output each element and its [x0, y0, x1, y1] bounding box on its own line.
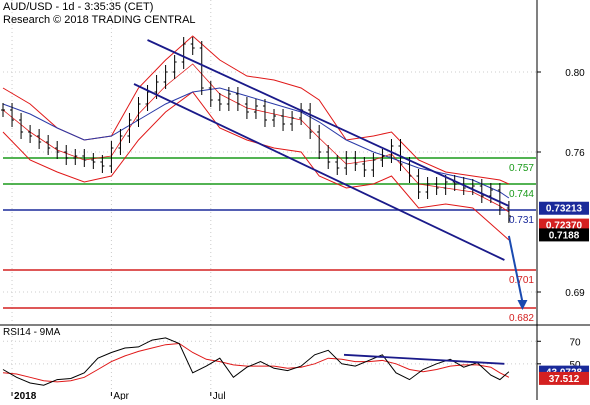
support-resistance-levels: 0.757 0.744 0.731 0.701 0.682 — [3, 157, 536, 324]
rsi-trendline — [343, 353, 505, 365]
price-tag-label: 0.72370 — [546, 221, 583, 232]
channel-upper-line — [147, 39, 510, 207]
rsi-tag-bg — [539, 371, 589, 385]
x-axis-label: 2018 — [14, 391, 37, 400]
rsi-ma-line — [2, 342, 510, 383]
rsi-tag-label: 37.512 — [549, 374, 580, 385]
price-series — [1, 37, 511, 223]
bollinger-lower — [2, 91, 510, 241]
forecast-arrow — [507, 235, 528, 310]
price-axis-label: 0.76 — [565, 148, 585, 159]
chart-title: AUD/USD - 1d - 3:35:35 (CET) — [3, 1, 154, 13]
level-label: 0.701 — [509, 275, 534, 286]
price-tag-bg — [539, 228, 589, 242]
rsi-axis-label: 70 — [569, 337, 581, 348]
rsi-title: RSI14 - 9MA — [3, 327, 61, 338]
price-axis-label: 0.69 — [565, 288, 585, 299]
rsi-axis-label: 50 — [569, 360, 581, 371]
forecast-arrow-shaft — [507, 235, 524, 303]
rsi-panel: 705043.072837.512 — [2, 337, 589, 386]
price-axis-label: 0.80 — [565, 68, 585, 79]
x-axis-label: Apr — [113, 391, 129, 400]
price-tag-label: 0.7188 — [549, 230, 580, 241]
price-tag-bg — [539, 201, 589, 215]
channel-lower-line — [133, 83, 505, 261]
trend-channel — [133, 39, 510, 261]
forecast-arrow-head — [517, 300, 528, 310]
level-label: 0.744 — [509, 189, 534, 200]
level-label: 0.757 — [509, 163, 534, 174]
level-label: 0.682 — [509, 313, 534, 324]
price-tag-bg — [539, 218, 589, 232]
x-axis-label: Jul — [213, 391, 226, 400]
copyright-text: Research © 2018 TRADING CENTRAL — [3, 14, 196, 26]
price-tag-label: 0.73213 — [546, 204, 583, 215]
grid — [3, 0, 536, 392]
level-label: 0.731 — [509, 215, 534, 226]
rsi-line — [2, 337, 510, 386]
